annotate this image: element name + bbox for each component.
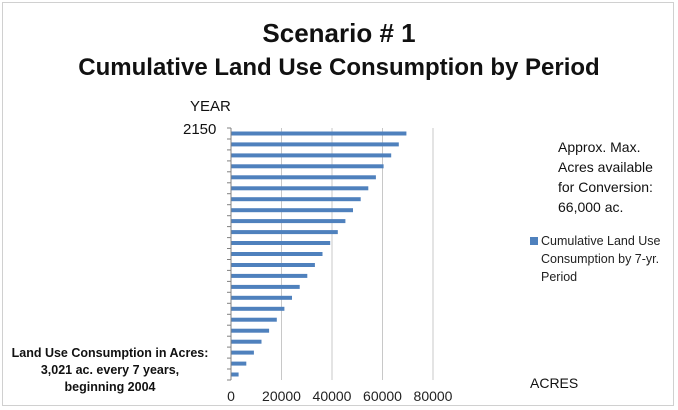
bar [231,131,407,136]
y-axis-label: YEAR [190,98,231,115]
bar [231,142,399,147]
footnote-line-3: beginning 2004 [64,380,156,394]
bar [231,153,392,158]
chart-title: Scenario # 1 [262,18,416,48]
legend-series-label: Cumulative Land Use Consumption by 7-yr.… [541,234,661,284]
bar [231,186,369,191]
bar [231,263,315,267]
bar [231,252,323,256]
legend-swatch [530,237,538,245]
bar [231,328,270,333]
max-acres-annotation: Approx. Max. Acres available for Convers… [558,139,653,215]
bar [231,164,384,169]
bar [231,350,254,355]
bar [231,230,338,235]
consumption-footnote: Land Use Consumption in Acres: 3,021 ac.… [10,345,210,396]
footnote-line-1: Land Use Consumption in Acres: [11,346,209,360]
chart-subtitle: Cumulative Land Use Consumption by Perio… [78,54,600,81]
bar [231,273,308,278]
footnote-line-2: 3,021 ac. every 7 years, [40,363,180,377]
y-axis-top-tick-label: 2150 [183,121,217,138]
bar [231,175,376,180]
bar [231,284,300,289]
bar [231,219,346,224]
x-tick-label: 40000 [313,388,352,404]
chart-legend: Cumulative Land Use Consumption by 7-yr.… [530,232,675,286]
bar [231,306,285,311]
x-axis-label: ACRES [530,375,579,391]
bar [231,208,353,213]
bar [231,317,277,322]
bar [231,295,292,300]
chart-frame [2,2,674,406]
bar [231,197,361,202]
x-tick-label: 20000 [262,388,301,404]
x-tick-label: 0 [227,388,235,404]
x-tick-label: 80000 [414,388,453,404]
bar [231,339,262,344]
bar [231,372,239,377]
bar [231,241,331,245]
x-tick-label: 60000 [363,388,402,404]
bar [231,361,247,366]
